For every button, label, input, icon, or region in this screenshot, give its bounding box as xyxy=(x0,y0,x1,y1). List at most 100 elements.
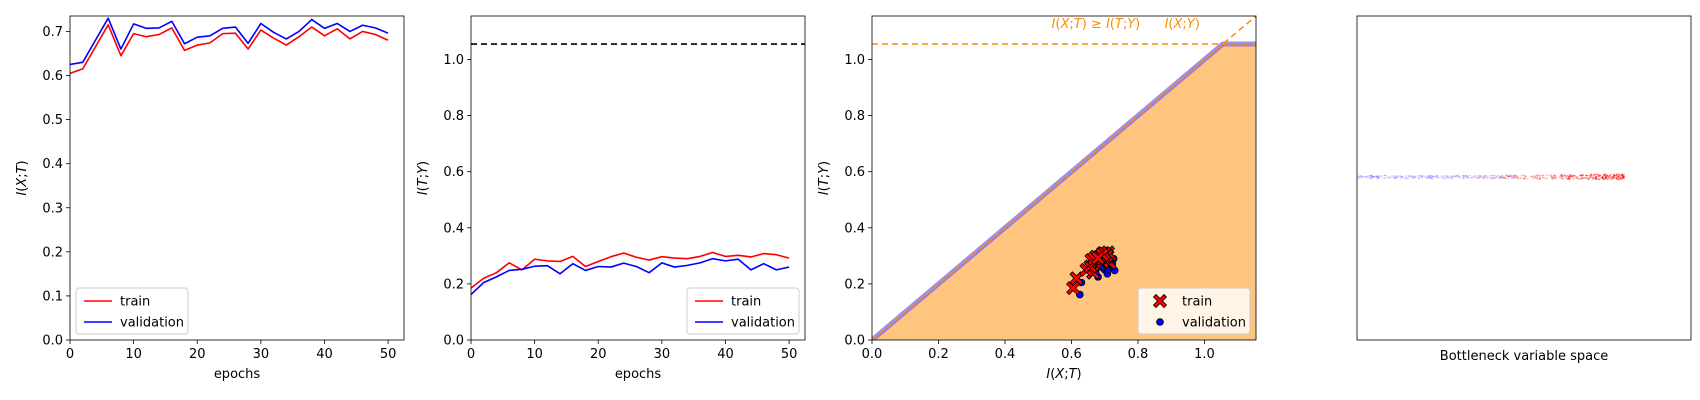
p4-point-validation-308 xyxy=(1445,176,1448,178)
p4-point-train-217 xyxy=(1617,176,1619,178)
p4-point-train-286 xyxy=(1589,176,1592,178)
p4-point-train-211 xyxy=(1484,176,1486,179)
p4-point-validation-16 xyxy=(1384,177,1386,180)
p1-ytick-label-2: 0.2 xyxy=(42,245,63,260)
p4-point-train-139 xyxy=(1605,176,1608,178)
p4-point-train-299 xyxy=(1551,176,1553,178)
p4-point-validation-129 xyxy=(1370,175,1373,177)
p4-point-train-188 xyxy=(1601,177,1604,179)
p4-point-train-271 xyxy=(1537,174,1539,176)
p4-point-validation-58 xyxy=(1443,177,1445,179)
p4-point-validation-204 xyxy=(1473,175,1475,177)
p4-point-train-226 xyxy=(1478,177,1480,179)
p3-legend-box xyxy=(1137,287,1251,335)
p4-point-validation-240 xyxy=(1509,175,1511,177)
p4-point-validation-53 xyxy=(1470,177,1472,179)
p4-point-validation-280 xyxy=(1396,176,1399,178)
p4-point-train-43 xyxy=(1601,176,1604,178)
p4-point-validation-79 xyxy=(1443,177,1446,179)
p4-point-train-163 xyxy=(1582,174,1584,176)
p4-point-validation-178 xyxy=(1359,175,1361,177)
p4-point-train-252 xyxy=(1480,176,1482,178)
p4-point-train-255 xyxy=(1590,174,1593,176)
p3-diagonal xyxy=(872,16,1256,340)
p4-point-train-56 xyxy=(1595,177,1598,179)
p4-point-train-205 xyxy=(1602,178,1605,180)
p4-point-validation-76 xyxy=(1386,175,1389,177)
p4-point-validation-43 xyxy=(1467,177,1469,179)
p4-point-train-102 xyxy=(1471,175,1474,177)
p4-point-validation-268 xyxy=(1380,175,1383,177)
p4-point-validation-317 xyxy=(1391,175,1394,177)
p4-point-validation-286 xyxy=(1449,177,1451,179)
p4-point-validation-51 xyxy=(1500,175,1503,177)
p4-point-validation-116 xyxy=(1430,176,1432,178)
p4-point-train-121 xyxy=(1616,178,1619,181)
p4-point-train-181 xyxy=(1594,176,1597,178)
p4-point-validation-17 xyxy=(1428,175,1430,177)
p4-point-train-20 xyxy=(1610,176,1613,178)
p2-ytick-label-5: 1.0 xyxy=(443,53,464,68)
p4-point-train-189 xyxy=(1571,176,1573,178)
p3-point-train-25 xyxy=(1091,251,1106,266)
p4-point-train-184 xyxy=(1497,174,1500,177)
p4-point-train-241 xyxy=(1507,175,1509,177)
p4-point-train-86 xyxy=(1550,174,1553,176)
p4-point-train-116 xyxy=(1520,177,1522,179)
p4-point-train-306 xyxy=(1500,175,1502,177)
p4-point-train-158 xyxy=(1571,174,1573,176)
p4-point-train-82 xyxy=(1566,175,1568,177)
p4-point-validation-128 xyxy=(1485,176,1488,178)
p4-point-train-75 xyxy=(1593,174,1595,176)
p4-point-validation-212 xyxy=(1405,176,1407,178)
p4-point-validation-162 xyxy=(1357,176,1359,178)
p4-point-validation-187 xyxy=(1373,176,1375,178)
p4-point-train-98 xyxy=(1523,178,1526,180)
p4-point-train-133 xyxy=(1505,174,1508,176)
p3-xtick-label-5: 1.0 xyxy=(1194,347,1215,362)
p4-point-train-35 xyxy=(1510,174,1512,176)
p4-point-validation-197 xyxy=(1424,175,1426,177)
p4-point-train-263 xyxy=(1570,175,1573,177)
p4-point-validation-56 xyxy=(1384,174,1386,177)
p4-point-train-153 xyxy=(1604,175,1606,177)
p4-point-validation-285 xyxy=(1413,176,1416,179)
p4-point-train-74 xyxy=(1513,175,1515,177)
p4-point-train-67 xyxy=(1535,174,1537,177)
p4-point-validation-180 xyxy=(1366,175,1368,177)
p4-point-validation-173 xyxy=(1455,175,1458,177)
p1-ytick-label-1: 0.1 xyxy=(42,289,63,304)
p4-point-validation-292 xyxy=(1513,177,1516,180)
p4-point-train-61 xyxy=(1504,177,1507,179)
p4-point-validation-301 xyxy=(1465,175,1468,177)
p4-point-validation-75 xyxy=(1370,175,1372,177)
p4-point-train-208 xyxy=(1599,174,1601,176)
p3-feasible-region xyxy=(872,44,1256,340)
p4-point-train-135 xyxy=(1618,174,1621,176)
p4-point-train-311 xyxy=(1508,176,1510,178)
p4-point-train-225 xyxy=(1612,176,1614,178)
p4-point-train-231 xyxy=(1524,175,1527,177)
p4-point-train-237 xyxy=(1553,175,1555,177)
p4-point-train-278 xyxy=(1473,174,1475,176)
p1-series-validation xyxy=(70,17,389,66)
p4-point-train-167 xyxy=(1514,176,1517,178)
p4-point-validation-115 xyxy=(1366,177,1369,179)
p4-point-validation-86 xyxy=(1436,177,1439,179)
p4-point-train-228 xyxy=(1582,174,1585,176)
p4-point-train-77 xyxy=(1619,178,1622,180)
p4-point-validation-263 xyxy=(1515,175,1518,177)
p4-point-validation-94 xyxy=(1437,176,1440,178)
p4-point-validation-201 xyxy=(1478,175,1480,177)
p4-point-validation-83 xyxy=(1502,176,1504,179)
p4-point-validation-231 xyxy=(1359,175,1362,177)
p2-xlabel: epochs xyxy=(615,367,662,382)
p4-point-train-209 xyxy=(1596,173,1598,176)
p4-point-validation-296 xyxy=(1372,175,1375,177)
p1-xtick-label-4: 40 xyxy=(316,347,333,362)
p4-point-train-215 xyxy=(1585,177,1587,179)
p4-point-validation-271 xyxy=(1467,175,1469,177)
p4-point-validation-297 xyxy=(1485,175,1487,177)
p4-point-validation-295 xyxy=(1463,177,1465,179)
p4-point-validation-47 xyxy=(1371,177,1373,180)
